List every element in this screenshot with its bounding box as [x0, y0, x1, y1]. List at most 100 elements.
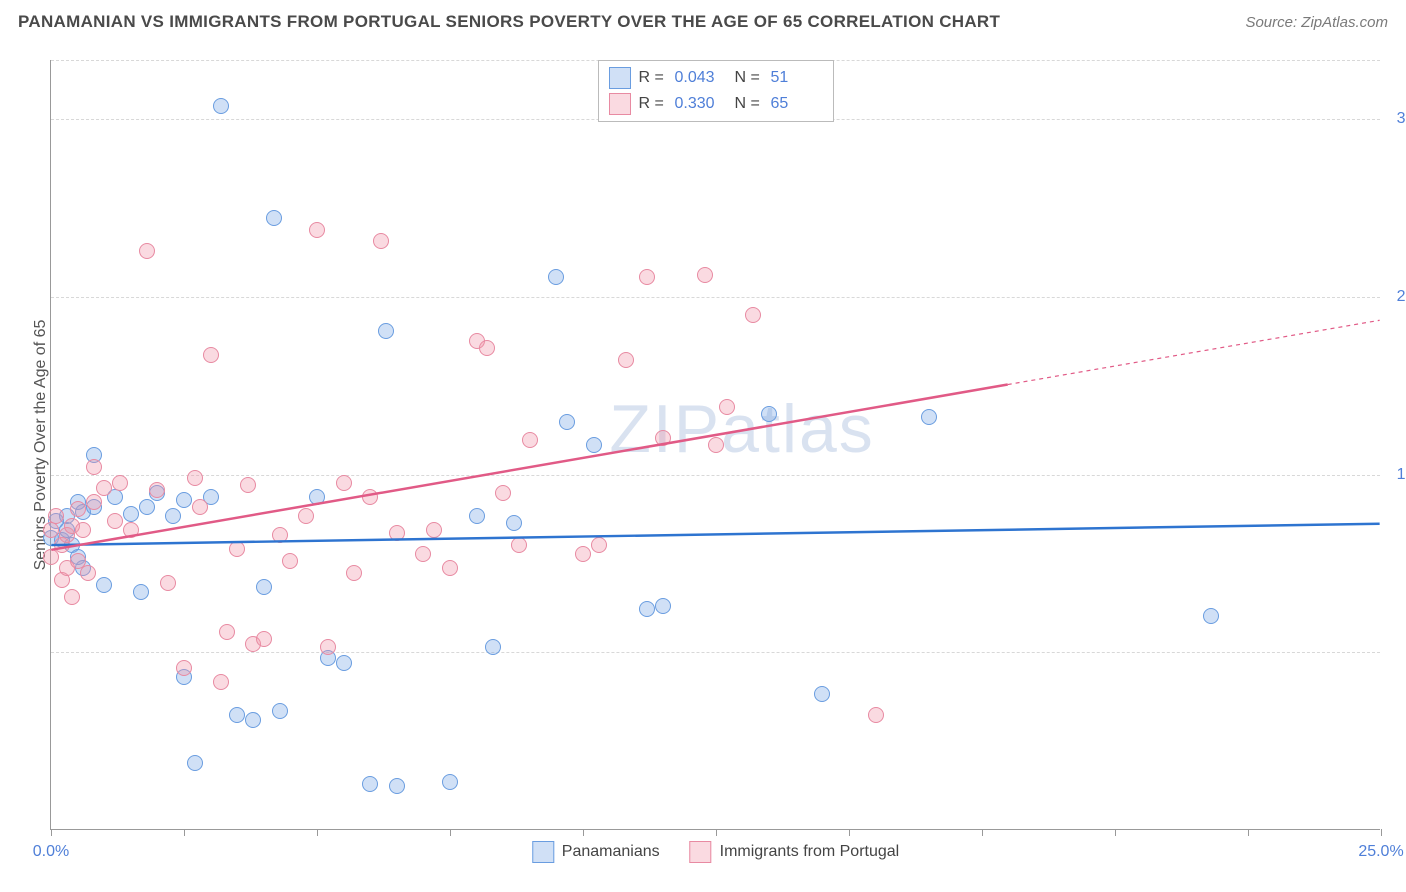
- scatter-point: [187, 470, 203, 486]
- scatter-point: [165, 508, 181, 524]
- scatter-point: [43, 522, 59, 538]
- scatter-point: [522, 432, 538, 448]
- scatter-point: [149, 482, 165, 498]
- scatter-point: [123, 506, 139, 522]
- x-tick: [583, 829, 584, 836]
- scatter-point: [256, 579, 272, 595]
- scatter-point: [469, 508, 485, 524]
- scatter-point: [426, 522, 442, 538]
- scatter-point: [96, 577, 112, 593]
- scatter-point: [442, 774, 458, 790]
- scatter-point: [86, 494, 102, 510]
- scatter-point: [176, 660, 192, 676]
- scatter-point: [378, 323, 394, 339]
- scatter-point: [639, 601, 655, 617]
- scatter-point: [203, 347, 219, 363]
- scatter-point: [75, 522, 91, 538]
- scatter-point: [639, 269, 655, 285]
- x-tick: [1115, 829, 1116, 836]
- scatter-point: [245, 712, 261, 728]
- scatter-point: [112, 475, 128, 491]
- x-tick-label: 25.0%: [1358, 843, 1403, 861]
- y-tick-label: 15.0%: [1387, 466, 1406, 484]
- scatter-point: [139, 243, 155, 259]
- scatter-point: [618, 352, 634, 368]
- scatter-point: [86, 459, 102, 475]
- x-tick: [184, 829, 185, 836]
- scatter-point: [362, 489, 378, 505]
- scatter-point: [160, 575, 176, 591]
- x-tick: [716, 829, 717, 836]
- scatter-point: [548, 269, 564, 285]
- scatter-point: [298, 508, 314, 524]
- scatter-point: [219, 624, 235, 640]
- scatter-point: [213, 674, 229, 690]
- scatter-point: [921, 409, 937, 425]
- scatter-point: [272, 703, 288, 719]
- x-tick: [1248, 829, 1249, 836]
- legend-stats-row: R =0.330N =65: [609, 91, 823, 117]
- x-tick: [51, 829, 52, 836]
- chart-header: PANAMANIAN VS IMMIGRANTS FROM PORTUGAL S…: [0, 0, 1406, 44]
- y-tick-label: 30.0%: [1387, 110, 1406, 128]
- x-tick: [317, 829, 318, 836]
- legend-series-name: Immigrants from Portugal: [720, 843, 900, 861]
- scatter-point: [655, 430, 671, 446]
- legend-item: Panamanians: [532, 841, 660, 863]
- scatter-point: [485, 639, 501, 655]
- stat-r-label: R =: [639, 95, 667, 113]
- scatter-point: [495, 485, 511, 501]
- x-tick: [849, 829, 850, 836]
- scatter-point: [176, 492, 192, 508]
- scatter-point: [479, 340, 495, 356]
- scatter-point: [320, 639, 336, 655]
- scatter-point: [373, 233, 389, 249]
- scatter-point: [362, 776, 378, 792]
- stat-n-value: 65: [771, 95, 823, 113]
- scatter-point: [575, 546, 591, 562]
- legend-stats-row: R =0.043N =51: [609, 65, 823, 91]
- scatter-point: [70, 501, 86, 517]
- scatter-point: [139, 499, 155, 515]
- scatter-point: [229, 707, 245, 723]
- scatter-point: [80, 565, 96, 581]
- scatter-point: [336, 655, 352, 671]
- scatter-point: [868, 707, 884, 723]
- scatter-point: [240, 477, 256, 493]
- legend-series: Panamanians Immigrants from Portugal: [532, 841, 899, 863]
- gridline-horizontal: [51, 475, 1380, 476]
- legend-series-name: Panamanians: [562, 843, 660, 861]
- scatter-point: [745, 307, 761, 323]
- legend-swatch: [609, 93, 631, 115]
- scatter-point: [123, 522, 139, 538]
- y-tick-label: 22.5%: [1387, 288, 1406, 306]
- scatter-point: [389, 778, 405, 794]
- scatter-point: [213, 98, 229, 114]
- scatter-plot: Seniors Poverty Over the Age of 65 ZIPat…: [50, 60, 1380, 830]
- x-tick: [982, 829, 983, 836]
- scatter-point: [708, 437, 724, 453]
- legend-stats-box: R =0.043N =51R =0.330N =65: [598, 60, 834, 122]
- stat-n-value: 51: [771, 69, 823, 87]
- scatter-point: [586, 437, 602, 453]
- legend-swatch: [532, 841, 554, 863]
- scatter-point: [266, 210, 282, 226]
- scatter-point: [655, 598, 671, 614]
- scatter-point: [511, 537, 527, 553]
- stat-n-label: N =: [735, 95, 763, 113]
- scatter-point: [389, 525, 405, 541]
- scatter-point: [187, 755, 203, 771]
- stat-r-label: R =: [639, 69, 667, 87]
- scatter-point: [719, 399, 735, 415]
- scatter-point: [96, 480, 112, 496]
- scatter-point: [192, 499, 208, 515]
- y-tick-label: 7.5%: [1387, 643, 1406, 661]
- scatter-point: [48, 508, 64, 524]
- scatter-point: [814, 686, 830, 702]
- scatter-point: [415, 546, 431, 562]
- scatter-point: [346, 565, 362, 581]
- stat-n-label: N =: [735, 69, 763, 87]
- scatter-point: [133, 584, 149, 600]
- scatter-point: [107, 513, 123, 529]
- gridline-horizontal: [51, 297, 1380, 298]
